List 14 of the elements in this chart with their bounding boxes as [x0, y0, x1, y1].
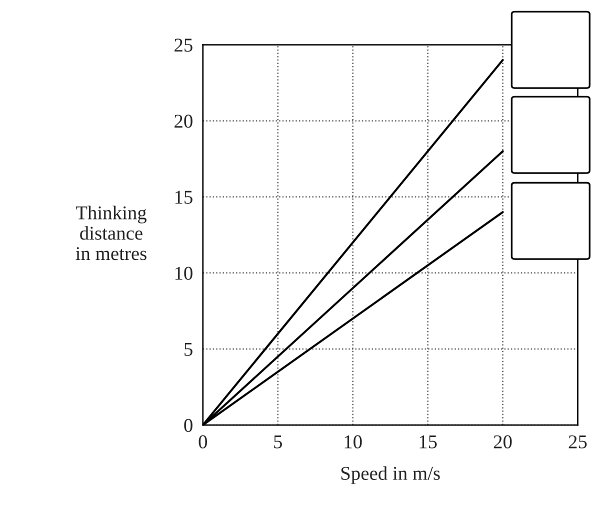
y-tick-label: 5	[184, 342, 192, 356]
y-tick-label: 20	[174, 114, 192, 128]
y-axis-title: Thinking distance in metres	[76, 206, 147, 260]
x-tick-label: 25	[568, 435, 587, 448]
x-tick-label: 0	[198, 435, 208, 448]
x-axis-title: Speed in m/s	[341, 466, 440, 484]
x-tick-label: 5	[274, 435, 282, 448]
y-tick-label: 15	[175, 190, 192, 204]
x-tick-label: 20	[494, 435, 512, 448]
x-tick-label: 15	[420, 435, 437, 448]
y-tick-label: 10	[175, 266, 192, 280]
x-tick-label: 10	[344, 435, 362, 448]
y-tick-label: 0	[184, 418, 192, 432]
y-tick-label: 25	[174, 38, 192, 52]
